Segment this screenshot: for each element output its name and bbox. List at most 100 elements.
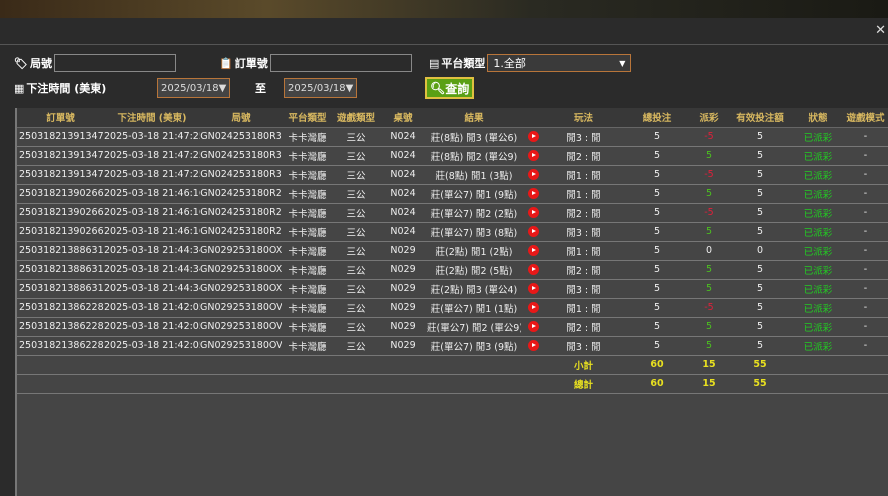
round-no-cell: GN024253180R3 xyxy=(200,165,282,185)
total-bet-cell: 5 xyxy=(621,127,693,147)
replay-cell xyxy=(521,203,546,223)
play-type-cell: 閒2 : 閒 xyxy=(546,146,621,166)
round-no-cell: GN029253180OX xyxy=(200,241,282,261)
valid-bet-cell: 5 xyxy=(725,184,795,204)
play-video-icon[interactable] xyxy=(528,169,539,180)
play-video-icon[interactable] xyxy=(528,264,539,275)
table-no-cell: N024 xyxy=(379,222,427,242)
round-no-cell: GN024253180R2 xyxy=(200,203,282,223)
valid-bet-cell: 5 xyxy=(725,279,795,299)
play-type-cell: 閒3 : 閒 xyxy=(546,336,621,356)
payout-cell: 5 xyxy=(693,279,725,299)
table-row: 250318213862286 2025-03-18 21:42:05 GN0292… xyxy=(17,317,888,337)
total-bet-cell: 5 xyxy=(621,260,693,280)
date-to-picker[interactable]: 2025/03/18▼ xyxy=(284,78,358,98)
play-type-cell: 閒1 : 閒 xyxy=(546,165,621,185)
order-input[interactable] xyxy=(269,54,412,72)
query-button[interactable]: 🔍︎ 查詢 xyxy=(425,77,475,99)
column-header: 玩法 xyxy=(546,108,621,128)
play-type-cell: 閒3 : 閒 xyxy=(546,222,621,242)
game-mode-cell: - xyxy=(841,203,888,223)
payout-cell: 0 xyxy=(693,241,725,261)
order-no-cell: 250318213913473 xyxy=(17,146,104,166)
platform-cell: 卡卡灣廳 xyxy=(282,260,333,280)
valid_bet-cell: 55 xyxy=(725,355,795,375)
bet-time-cell: 2025-03-18 21:44:34 xyxy=(104,260,200,280)
order-no-cell: 250318213862285 xyxy=(17,336,104,356)
play-video-icon[interactable] xyxy=(528,131,539,142)
platform-select[interactable]: 1.全部 ▼ xyxy=(487,54,632,72)
label-cell: 總計 xyxy=(546,374,621,394)
game-mode-cell: - xyxy=(841,146,888,166)
column-header: 桌號 xyxy=(379,108,427,128)
game-mode-cell: - xyxy=(841,241,888,261)
close-icon[interactable]: ✕ xyxy=(875,23,886,38)
chevron-down-icon: ▼ xyxy=(619,58,626,68)
modal-header: ✕ xyxy=(0,18,888,45)
status-cell: 已派彩 xyxy=(795,298,841,318)
table-no-cell: N029 xyxy=(379,279,427,299)
status-cell: 已派彩 xyxy=(795,184,841,204)
list-icon: ▤ xyxy=(429,56,440,70)
table-row: 250318213862287 2025-03-18 21:42:05 GN0292… xyxy=(17,298,888,318)
payout-cell: -5 xyxy=(693,165,725,185)
order-no-cell: 250318213862286 xyxy=(17,317,104,337)
to-label: 至 xyxy=(255,82,266,95)
play-video-icon[interactable] xyxy=(528,245,539,256)
valid-bet-cell: 5 xyxy=(725,165,795,185)
column-header: 狀態 xyxy=(795,108,841,128)
total-bet-cell: 5 xyxy=(621,184,693,204)
empty-cell xyxy=(795,355,888,375)
play-type-cell: 閒2 : 閒 xyxy=(546,260,621,280)
total-bet-cell: 5 xyxy=(621,336,693,356)
platform-cell: 卡卡灣廳 xyxy=(282,222,333,242)
play-type-cell: 閒3 : 閒 xyxy=(546,279,621,299)
round-no-cell: GN029253180OX xyxy=(200,279,282,299)
replay-cell xyxy=(521,298,546,318)
valid-bet-cell: 5 xyxy=(725,336,795,356)
status-cell: 已派彩 xyxy=(795,336,841,356)
valid-bet-cell: 0 xyxy=(725,241,795,261)
total-bet-cell: 5 xyxy=(621,165,693,185)
payout-cell: 5 xyxy=(693,317,725,337)
play-video-icon[interactable] xyxy=(528,207,539,218)
play-video-icon[interactable] xyxy=(528,188,539,199)
round-input[interactable] xyxy=(53,54,176,72)
bet-time-cell: 2025-03-18 21:44:34 xyxy=(104,241,200,261)
play-type-cell: 閒1 : 閒 xyxy=(546,184,621,204)
table-no-cell: N029 xyxy=(379,317,427,337)
platform-cell: 卡卡灣廳 xyxy=(282,279,333,299)
table-no-cell: N029 xyxy=(379,241,427,261)
status-cell: 已派彩 xyxy=(795,203,841,223)
table-no-cell: N029 xyxy=(379,260,427,280)
table-row: 250318213902664 2025-03-18 21:46:16 GN0242… xyxy=(17,184,888,204)
play-video-icon[interactable] xyxy=(528,283,539,294)
total-bet-cell: 5 xyxy=(621,241,693,261)
result-cell: 莊(單公7) 閒2 (2點) xyxy=(427,203,521,223)
round-label: 局號 xyxy=(29,57,52,70)
status-cell: 已派彩 xyxy=(795,222,841,242)
play-video-icon[interactable] xyxy=(528,226,539,237)
order-no-cell: 250318213862287 xyxy=(17,298,104,318)
game-mode-cell: - xyxy=(841,336,888,356)
table-row: 250318213913472 2025-03-18 21:47:25 GN0242… xyxy=(17,165,888,185)
order-no-cell: 250318213913472 xyxy=(17,165,104,185)
play-video-icon[interactable] xyxy=(528,340,539,351)
payout-cell: 15 xyxy=(693,374,725,394)
bet-time-cell: 2025-03-18 21:46:16 xyxy=(104,184,200,204)
date-from-picker[interactable]: 2025/03/18▼ xyxy=(157,78,231,98)
play-video-icon[interactable] xyxy=(528,302,539,313)
column-header: 有效投注額 xyxy=(725,108,795,128)
bet-time-cell: 2025-03-18 21:47:25 xyxy=(104,165,200,185)
replay-cell xyxy=(521,146,546,166)
calendar-icon: ▦ xyxy=(14,81,25,95)
game-type-cell: 三公 xyxy=(333,127,379,147)
play-video-icon[interactable] xyxy=(528,150,539,161)
result-cell: 莊(2點) 閒3 (單公4) xyxy=(427,279,521,299)
replay-cell xyxy=(521,184,546,204)
payout-cell: 5 xyxy=(693,336,725,356)
play-video-icon[interactable] xyxy=(528,321,539,332)
column-header: 遊戲模式 xyxy=(841,108,888,128)
platform-cell: 卡卡灣廳 xyxy=(282,298,333,318)
bet-time-cell: 2025-03-18 21:44:34 xyxy=(104,279,200,299)
